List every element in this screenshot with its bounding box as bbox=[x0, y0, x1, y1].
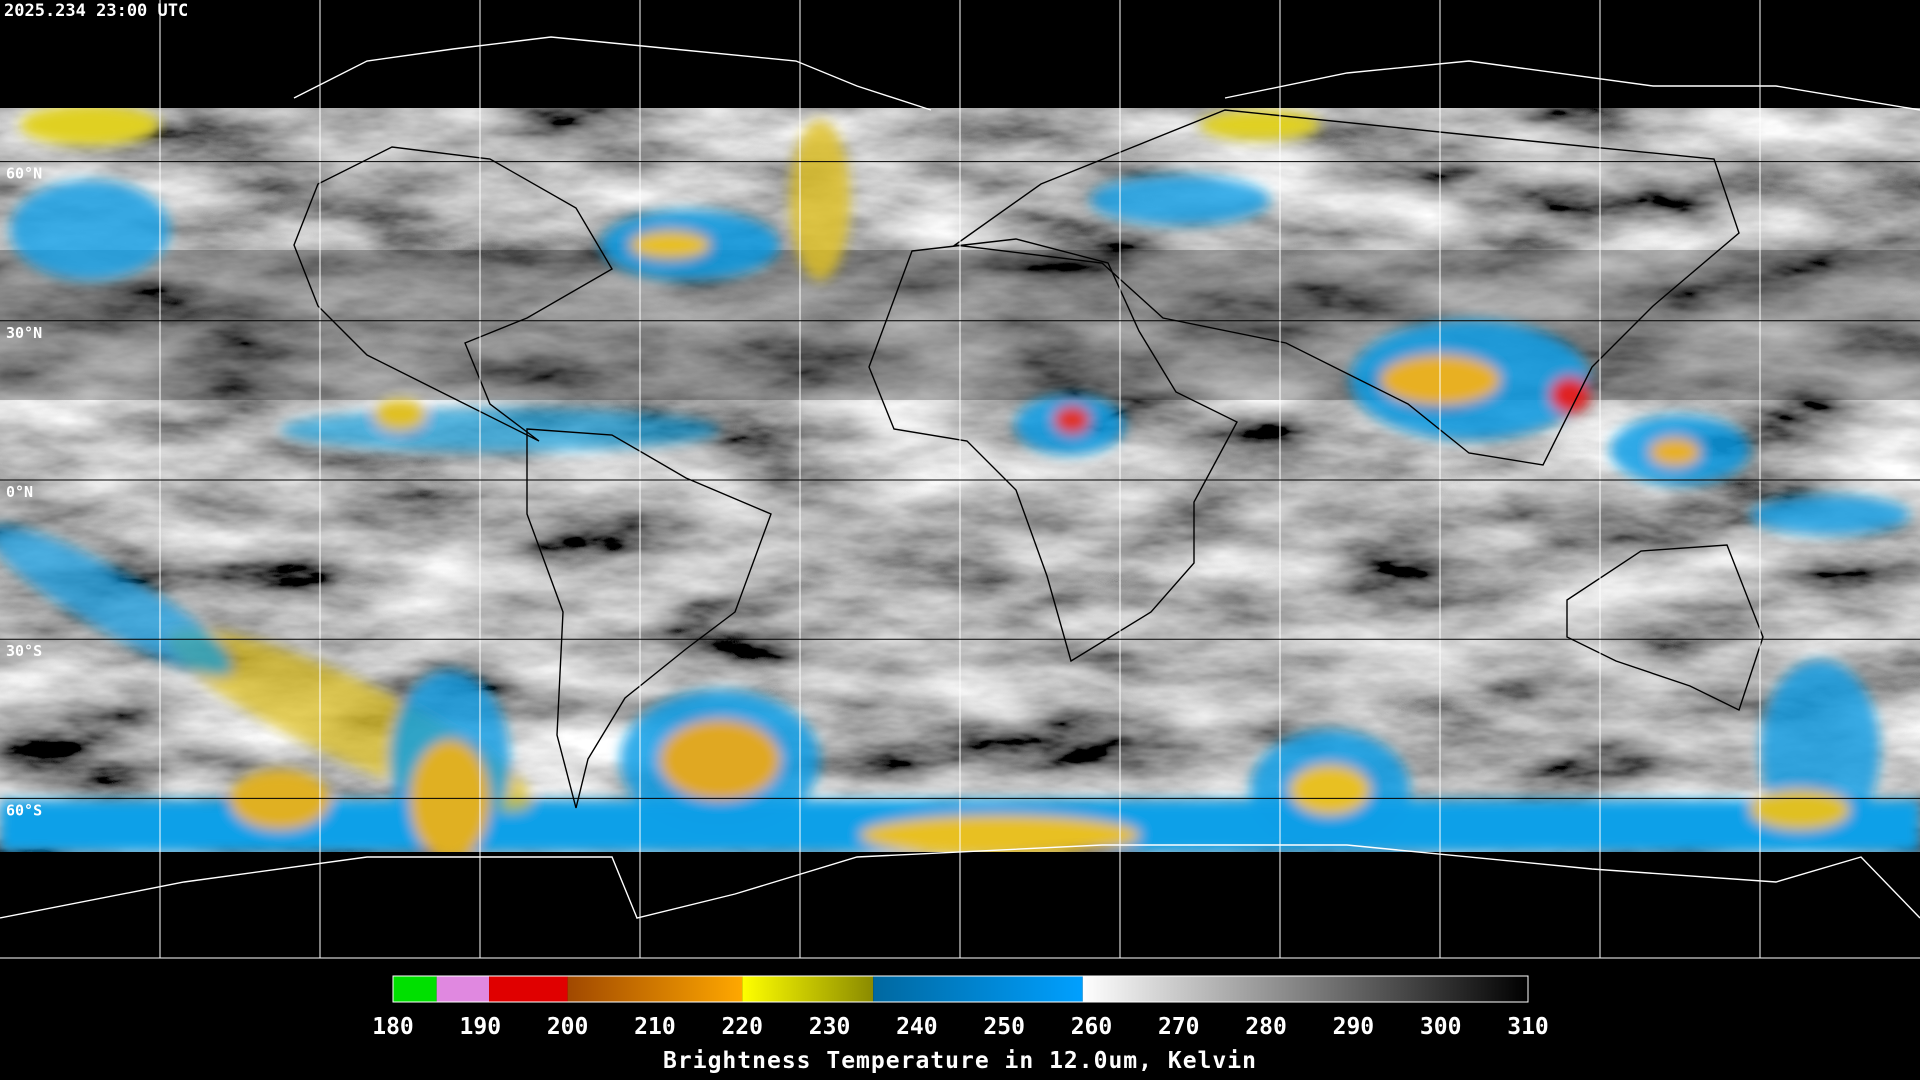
north-america-coast bbox=[293, 146, 613, 442]
colorbar-tick-label: 220 bbox=[721, 1014, 763, 1040]
colorbar-tick-label: 260 bbox=[1071, 1014, 1113, 1040]
colorbar-segment bbox=[393, 976, 437, 1002]
lat-label: 30°S bbox=[6, 642, 42, 660]
colorbar-tick-label: 300 bbox=[1420, 1014, 1462, 1040]
colorbar-tick-label: 280 bbox=[1245, 1014, 1287, 1040]
colorbar-tick-label: 210 bbox=[634, 1014, 676, 1040]
colorbar-tick-label: 290 bbox=[1333, 1014, 1375, 1040]
colorbar-tick-label: 250 bbox=[983, 1014, 1025, 1040]
colorbar-tick-label: 240 bbox=[896, 1014, 938, 1040]
colorbar-title: Brightness Temperature in 12.0um, Kelvin bbox=[663, 1048, 1257, 1074]
lat-label: 30°N bbox=[6, 324, 42, 342]
colorbar-segment bbox=[742, 976, 874, 1002]
colorbar-tick-label: 180 bbox=[372, 1014, 414, 1040]
lat-label: 60°S bbox=[6, 801, 42, 819]
south-america-coast bbox=[526, 428, 772, 809]
colorbar-segment bbox=[873, 976, 1083, 1002]
colorbar-frame bbox=[392, 975, 1529, 1003]
colorbar-tick-label: 310 bbox=[1507, 1014, 1549, 1040]
lat-label: 0°N bbox=[6, 483, 33, 501]
colorbar-tick-label: 190 bbox=[460, 1014, 502, 1040]
antarctic-coast bbox=[0, 844, 1920, 919]
colorbar-tick-label: 230 bbox=[809, 1014, 851, 1040]
australia-coast bbox=[1566, 544, 1764, 711]
timestamp: 2025.234 23:00 UTC bbox=[4, 1, 188, 21]
africa-coast bbox=[868, 238, 1238, 663]
arctic-coast bbox=[293, 36, 1920, 111]
colorbar-tick-label: 270 bbox=[1158, 1014, 1200, 1040]
eurasia-coast bbox=[953, 109, 1740, 466]
colorbar-segment bbox=[489, 976, 568, 1002]
colorbar-tick-label: 200 bbox=[547, 1014, 589, 1040]
colorbar-segment bbox=[436, 976, 490, 1002]
colorbar-segment bbox=[567, 976, 743, 1002]
colorbar-segment bbox=[1082, 976, 1528, 1002]
lat-label: 60°N bbox=[6, 165, 42, 183]
